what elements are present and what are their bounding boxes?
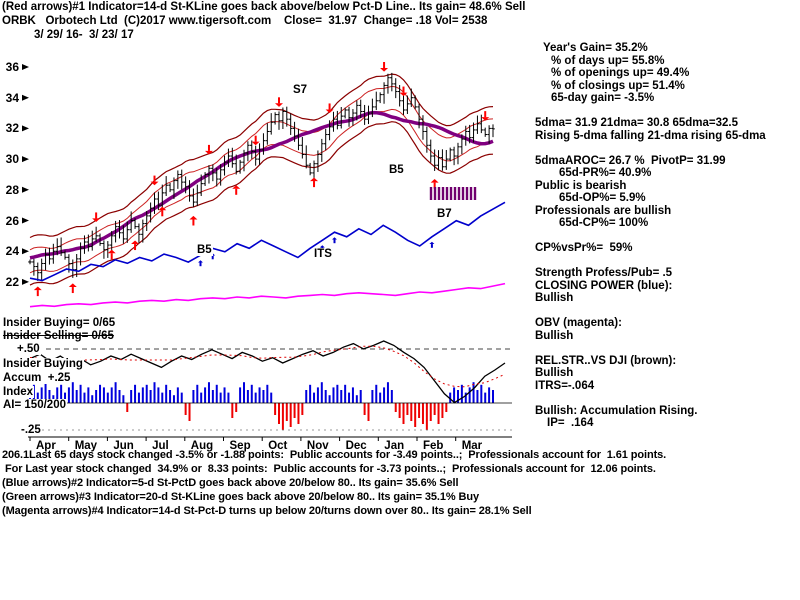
stats-line: 65d-CP%= 100% xyxy=(559,217,649,229)
indicator1-legend: (Red arrows)#1 Indicator=14-d St-KLine g… xyxy=(2,1,526,13)
stats-line: 65d-OP%= 5.9% xyxy=(559,192,646,204)
signal-label-b5: B5 xyxy=(196,244,213,256)
month-tick-label: Nov xyxy=(306,440,329,452)
stats-line: IP= .164 xyxy=(547,417,594,429)
date-range: 3/ 29/ 16- 3/ 23/ 17 xyxy=(34,29,134,41)
stats-line: Bullish xyxy=(535,329,574,342)
price-tick-label: 26 xyxy=(5,213,19,228)
legend-line: (Blue arrows)#2 Indicator=5-d St-PctD go… xyxy=(2,477,459,489)
legend-line: For Last year stock changed 34.9% or 8.3… xyxy=(2,463,656,475)
stats-line xyxy=(535,230,799,243)
stats-line: 5dmaAROC= 26.7 % PivotP= 31.99 xyxy=(535,154,726,167)
stats-line: Public is bearish xyxy=(535,179,627,192)
minus-25-level-label: -.25 xyxy=(20,424,42,436)
legend-line: 206.1Last 65 days stock changed -3.5% or… xyxy=(2,449,667,461)
stats-line: Bullish xyxy=(535,367,574,379)
insider-buying-label: Insider Buying= 0/65 xyxy=(2,317,117,329)
stats-line xyxy=(535,142,799,155)
stats-line: CP%vsPr%= 59% xyxy=(535,242,633,254)
stats-line: Professionals are bullish xyxy=(535,204,672,217)
stats-line: REL.STR..VS DJI (brown): xyxy=(535,354,677,367)
stats-line: Strength Profess/Pub= .5 xyxy=(535,267,673,279)
legend-footer: 206.1Last 65 days stock changed -3.5% or… xyxy=(2,448,798,518)
stats-line xyxy=(535,342,799,355)
ai-value-label: AI= 150/200 xyxy=(2,399,67,411)
price-tick-label: 32 xyxy=(5,121,19,136)
legend-line: (Green arrows)#3 Indicator=20-d St-KLine… xyxy=(2,491,479,503)
insider-selling-label: Insider Selling= 0/65 xyxy=(2,330,115,342)
stats-line xyxy=(535,255,799,268)
stats-line xyxy=(535,392,799,405)
month-tick-label: Mar xyxy=(461,440,483,452)
stats-line: OBV (magenta): xyxy=(535,317,622,329)
stats-line: % of closings up= 51.4% xyxy=(551,79,685,92)
stats-line xyxy=(535,105,799,118)
price-tick-label: 22 xyxy=(5,274,19,289)
stats-line: Bullish xyxy=(535,292,574,304)
month-tick-label: Sep xyxy=(229,440,251,452)
month-tick-label: Apr xyxy=(36,440,56,452)
month-tick-label: Jul xyxy=(152,440,169,452)
month-tick-label: May xyxy=(74,440,98,452)
stats-line: 65-day gain= -3.5% xyxy=(551,92,655,104)
signal-label-b5: B5 xyxy=(388,164,405,176)
month-tick-label: Feb xyxy=(423,440,444,452)
stats-line: ITRS=-.064 xyxy=(535,379,595,392)
legend-line: (Magenta arrows)#4 Indicator=14-d St-Pct… xyxy=(2,505,532,517)
stats-line: Rising 5-dma falling 21-dma rising 65-dm… xyxy=(535,129,766,142)
price-tick-label: 30 xyxy=(5,152,19,167)
month-tick-label: Jan xyxy=(384,440,405,452)
accum-index-label-1: Insider Buying xyxy=(2,358,84,370)
stats-line: % of days up= 55.8% xyxy=(551,54,665,67)
stats-line: 65d-PR%= 40.9% xyxy=(559,167,652,179)
stats-line: 5dma= 31.9 21dma= 30.8 65dma=32.5 xyxy=(535,117,738,129)
price-tick-label: 34 xyxy=(5,90,19,105)
stats-line: CLOSING POWER (blue): xyxy=(535,279,673,292)
stats-line: % of openings up= 49.4% xyxy=(551,67,690,79)
signal-label-b7: B7 xyxy=(436,208,453,220)
month-tick-label: Dec xyxy=(345,440,367,452)
stats-line xyxy=(535,305,799,318)
chart-title-line: ORBK Orbotech Ltd (C)2017 www.tigersoft.… xyxy=(2,15,488,27)
accum-index-label-3: Index xyxy=(2,386,35,398)
stats-line: Year's Gain= 35.2% xyxy=(543,42,648,54)
month-tick-label: Oct xyxy=(268,440,288,452)
stats-line: Bullish: Accumulation Rising. xyxy=(535,404,698,417)
signal-label-its: ITS xyxy=(313,248,333,260)
signal-label-s7: S7 xyxy=(292,84,309,96)
stats-panel: Year's Gain= 35.2%% of days up= 55.8%% o… xyxy=(535,42,799,430)
price-tick-label: 28 xyxy=(5,182,19,197)
accum-index-label-2: Accum +.25 xyxy=(2,372,72,384)
price-tick-label: 36 xyxy=(5,60,19,74)
plus-50-level-label: +.50 xyxy=(16,343,41,355)
price-tick-label: 24 xyxy=(5,244,19,259)
month-tick-label: Jun xyxy=(113,440,134,452)
month-tick-label: Aug xyxy=(190,440,214,452)
